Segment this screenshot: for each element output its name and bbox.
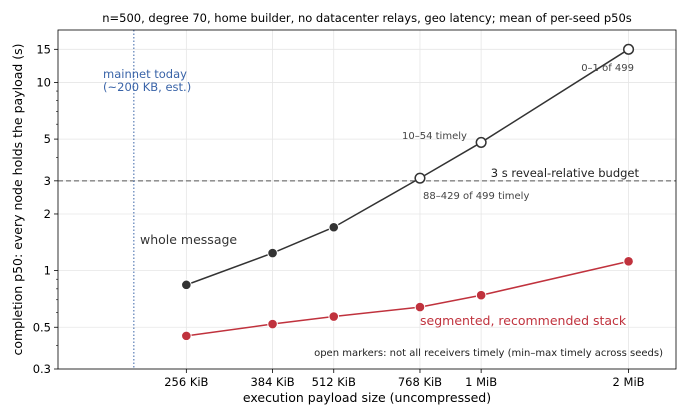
y-tick-label: 5 — [44, 132, 51, 146]
mainnet-label-line1: mainnet today — [103, 67, 187, 81]
budget-label: 3 s reveal-relative budget — [491, 166, 640, 180]
annotation-1mib: 10–54 timely — [402, 131, 467, 142]
series-label-segmented: segmented, recommended stack — [420, 313, 627, 328]
y-axis-label: completion p50: every node holds the pay… — [10, 43, 25, 355]
data-point — [328, 221, 340, 233]
data-point — [414, 301, 426, 313]
annotation-768kib: 88–429 of 499 timely — [423, 191, 529, 202]
data-point — [623, 256, 634, 267]
reference-lines — [58, 30, 676, 369]
x-axis-label: execution payload size (uncompressed) — [243, 390, 491, 405]
series-label-whole-message: whole message — [140, 232, 237, 247]
data-point — [622, 43, 635, 55]
data-point — [181, 279, 192, 291]
y-tick-label: 2 — [44, 207, 51, 221]
data-point — [267, 247, 278, 259]
plot-frame — [57, 29, 677, 370]
data-point — [181, 330, 192, 342]
series-line-1 — [186, 260, 629, 337]
data-point — [475, 289, 487, 301]
x-tick-label: 256 KiB — [164, 375, 208, 389]
y-tick-label: 0.5 — [33, 320, 51, 334]
y-tick-label: 0.3 — [33, 362, 51, 376]
footnote: open markers: not all receivers timely (… — [314, 348, 663, 359]
series-line-0 — [186, 48, 629, 286]
series-layer — [181, 43, 635, 342]
data-point — [267, 318, 278, 330]
x-tick-label: 2 MiB — [613, 375, 645, 389]
y-tick-label: 1 — [44, 264, 51, 278]
y-tick-label: 3 — [44, 174, 51, 188]
y-tick-label: 15 — [36, 42, 51, 56]
x-tick-label: 512 KiB — [312, 375, 356, 389]
y-tick-label: 10 — [36, 75, 51, 89]
data-point — [328, 311, 340, 322]
data-point — [414, 172, 426, 184]
x-tick-label: 384 KiB — [250, 375, 294, 389]
chart-title: n=500, degree 70, home builder, no datac… — [102, 11, 632, 25]
x-tick-label: 768 KiB — [398, 375, 442, 389]
annotation-2mib: 0–1 of 499 — [581, 63, 634, 74]
ticks: 0.3 0.5 1 2 3 5 10 15 256 KiB 384 KiB 512 KiB 768 K… — [33, 42, 645, 389]
mainnet-label-line2: (~200 KB, est.) — [103, 80, 191, 94]
data-point — [475, 136, 487, 148]
x-tick-label: 1 MiB — [465, 375, 497, 389]
